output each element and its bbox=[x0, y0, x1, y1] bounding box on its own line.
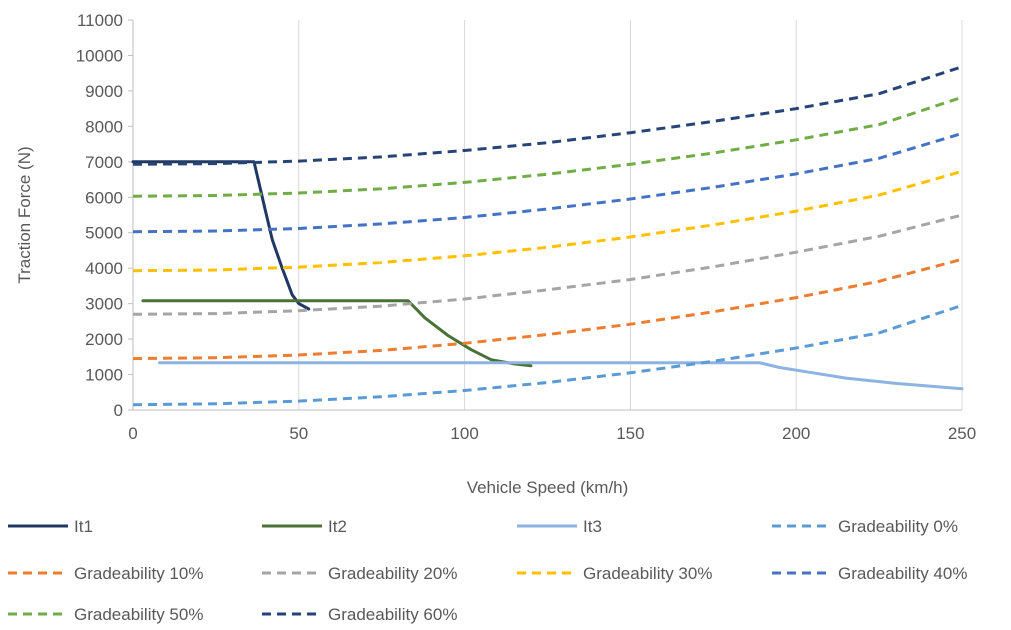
y-tick-label: 7000 bbox=[85, 153, 123, 172]
y-tick-label: 4000 bbox=[85, 259, 123, 278]
legend-item: It1 bbox=[8, 517, 93, 536]
y-tick-label: 1000 bbox=[85, 366, 123, 385]
y-tick-label: 6000 bbox=[85, 188, 123, 207]
series-line-gradeability-0 bbox=[132, 303, 963, 407]
legend-label: It2 bbox=[328, 517, 347, 536]
legend-item: Gradeability 20% bbox=[262, 564, 457, 583]
legend-label: Gradeability 30% bbox=[583, 564, 712, 583]
legend-item: Gradeability 50% bbox=[8, 605, 203, 624]
series-line-gradeability-50 bbox=[132, 95, 963, 198]
series-line-gradeability-60 bbox=[132, 65, 963, 166]
legend-item: Gradeability 30% bbox=[517, 564, 712, 583]
y-tick-label: 5000 bbox=[85, 224, 123, 243]
legend-item: Gradeability 40% bbox=[772, 564, 967, 583]
grid bbox=[298, 20, 963, 410]
legend-item: It3 bbox=[517, 517, 602, 536]
legend-label: Gradeability 60% bbox=[328, 605, 457, 624]
legend-label: Gradeability 40% bbox=[838, 564, 967, 583]
legend-label: Gradeability 50% bbox=[74, 605, 203, 624]
axes bbox=[128, 19, 962, 411]
y-axis-title: Traction Force (N) bbox=[15, 146, 34, 283]
y-tick-label: 0 bbox=[114, 401, 123, 420]
legend-item: It2 bbox=[262, 517, 347, 536]
y-tick-label: 11000 bbox=[77, 11, 123, 30]
y-tick-label: 10000 bbox=[76, 46, 123, 65]
y-tick-label: 2000 bbox=[85, 330, 123, 349]
x-tick-label: 100 bbox=[450, 424, 478, 443]
series-line-it3 bbox=[158, 361, 964, 391]
series-lines bbox=[131, 65, 964, 407]
tick-labels: 0100020003000400050006000700080009000100… bbox=[76, 11, 976, 443]
legend-label: Gradeability 20% bbox=[328, 564, 457, 583]
y-tick-label: 3000 bbox=[85, 295, 123, 314]
series-line-gradeability-20 bbox=[132, 213, 963, 316]
series-line-gradeability-10 bbox=[132, 257, 963, 361]
x-tick-label: 0 bbox=[128, 424, 137, 443]
series-line-it1 bbox=[131, 160, 311, 311]
series-line-gradeability-30 bbox=[132, 169, 963, 273]
x-tick-label: 200 bbox=[782, 424, 810, 443]
legend-label: Gradeability 10% bbox=[74, 564, 203, 583]
x-tick-label: 50 bbox=[289, 424, 308, 443]
legend-label: It1 bbox=[74, 517, 93, 536]
legend-item: Gradeability 60% bbox=[262, 605, 457, 624]
y-tick-label: 9000 bbox=[85, 82, 123, 101]
x-axis-title: Vehicle Speed (km/h) bbox=[467, 478, 629, 497]
legend: It1 It2 It3 Gradeability 0% Gradeability 10%… bbox=[8, 517, 967, 624]
legend-label: Gradeability 0% bbox=[838, 517, 958, 536]
series-line-gradeability-40 bbox=[132, 132, 963, 234]
legend-item: Gradeability 10% bbox=[8, 564, 203, 583]
x-tick-label: 150 bbox=[616, 424, 644, 443]
y-tick-label: 8000 bbox=[85, 117, 123, 136]
legend-label: It3 bbox=[583, 517, 602, 536]
series-line-it2 bbox=[141, 299, 533, 368]
legend-item: Gradeability 0% bbox=[772, 517, 958, 536]
x-tick-label: 250 bbox=[948, 424, 976, 443]
